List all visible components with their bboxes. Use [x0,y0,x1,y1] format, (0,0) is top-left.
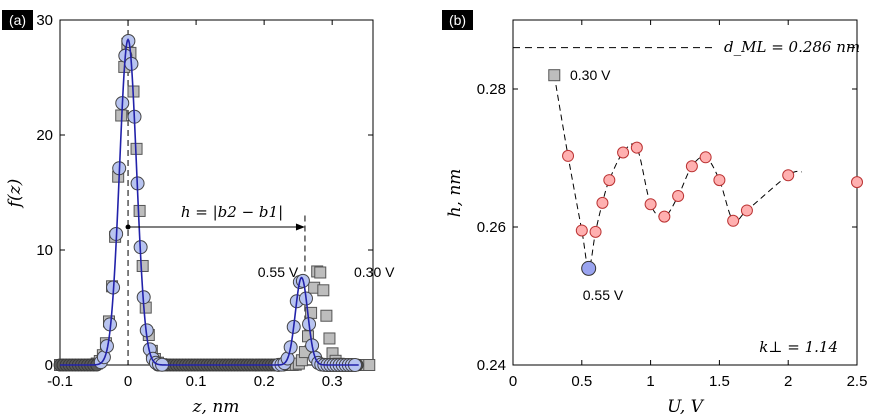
panel-a-h-arrow-start [125,224,131,230]
panel-a-square-marker [136,259,149,272]
panel-a-y-tick-labels: 0 10 20 30 [36,12,53,374]
panel-b-dml-label: d_ML = 0.286 nm [724,38,860,56]
panel-a-tag-text: (a) [9,12,26,28]
panel-a-label-030: 0.30 V [354,264,395,280]
panel-a-fit-line [60,38,359,366]
panel-b-circle-marker [658,210,671,223]
panel-b-y-tick-label: 0.26 [477,219,506,236]
panel-a-x-tick-label: 0 [124,373,132,390]
panel-b-circle-marker [617,146,630,159]
panel-a-x-tick-label: 0.3 [322,373,343,390]
panel-b-circle-marker [740,204,753,217]
panel-a-y-axis-label: f(z) [5,179,25,210]
panel-b-x-axis-label: U, V [667,397,705,417]
panel-a-label-055: 0.55 V [258,264,299,280]
panel-a-square-marker [314,266,327,279]
panel-a-y-tick-label: 10 [36,242,53,259]
panel-b-label-055: 0.55 V [583,287,624,303]
panel-b-circle-marker [589,225,602,238]
panel-b-y-tick-label: 0.28 [477,81,506,98]
panel-b-plot-frame [512,19,858,366]
panel-b-circle-marker [782,169,795,182]
panel-b-circle-marker [630,141,643,154]
panel-b-circle-marker [644,198,657,211]
panel-b-tag-text: (b) [449,12,466,28]
panel-a-x-tick-label: 0.2 [254,373,275,390]
panel-b-circle-marker [562,149,575,162]
panel-b-x-tick-label: 2.5 [847,373,868,390]
panel-a-x-tick-label: 0.1 [186,373,207,390]
panel-a-square-marker [323,332,336,345]
panel-b-circle-marker [596,196,609,209]
panel-b-x-tick-label: 0.5 [571,373,592,390]
panel-a-x-tick-label: -0.1 [47,373,73,390]
panel-b-circle-marker [575,224,588,237]
panel-a-square-marker [133,204,146,217]
panel-a-y-tick-label: 20 [36,127,53,144]
panel-b-ticks [512,20,858,366]
panel-b-circle-marker [713,174,726,187]
panel-b-circle-marker [603,174,616,187]
panel-b-x-tick-label: 0 [509,373,517,390]
panel-b-y-tick-labels: 0.24 0.26 0.28 [477,81,506,374]
panel-a-x-tick-labels: -0.1 0 0.1 0.2 0.3 [47,373,343,390]
panel-b-large-circle-marker [581,260,597,276]
panel-b-label-030: 0.30 V [570,67,611,83]
panel-b-circle-marker [851,176,863,189]
panel-b-circle-marker [672,189,685,202]
panel-b-k-label: k⊥ = 1.14 [759,338,838,356]
panel-b-tag: (b) [442,10,473,30]
panel-a-h-annotation: h = |b2 − b1| [181,203,283,221]
panel-b-x-tick-label: 1.5 [709,373,730,390]
panel-b-markers [548,69,863,276]
panel-a-h-arrow [125,223,305,231]
panel-a-square-marker [317,284,330,297]
panel-b-dashed-curve [553,75,803,269]
panel-b-circle-marker [727,214,740,227]
panel-a-tag: (a) [2,10,33,30]
panel-a-h-arrow-head [295,223,305,231]
panel-b-y-tick-label: 0.24 [477,357,506,374]
panel-a-square-marker [320,309,333,322]
panel-b-y-axis-label: h, nm [445,169,465,218]
panel-a-square-marker [363,359,376,371]
panel-b-square-marker [548,69,561,82]
panel-a-y-tick-label: 30 [36,12,53,29]
panel-b-x-tick-labels: 0 0.5 1 1.5 2 2.5 [509,373,868,390]
panel-b: (b) 0 0.5 1 1.5 2 2.5 0.24 0.26 0.28 d_ML = 0.2… [442,10,867,417]
panel-a-dashed-lines [127,20,306,365]
panel-b-circle-marker [699,151,712,164]
panel-b-circle-marker [685,160,698,173]
panel-a-x-axis-label: z, nm [192,397,240,417]
panel-a-y-tick-label: 0 [45,357,53,374]
panel-b-x-tick-label: 2 [784,373,792,390]
panel-b-x-tick-label: 1 [646,373,654,390]
